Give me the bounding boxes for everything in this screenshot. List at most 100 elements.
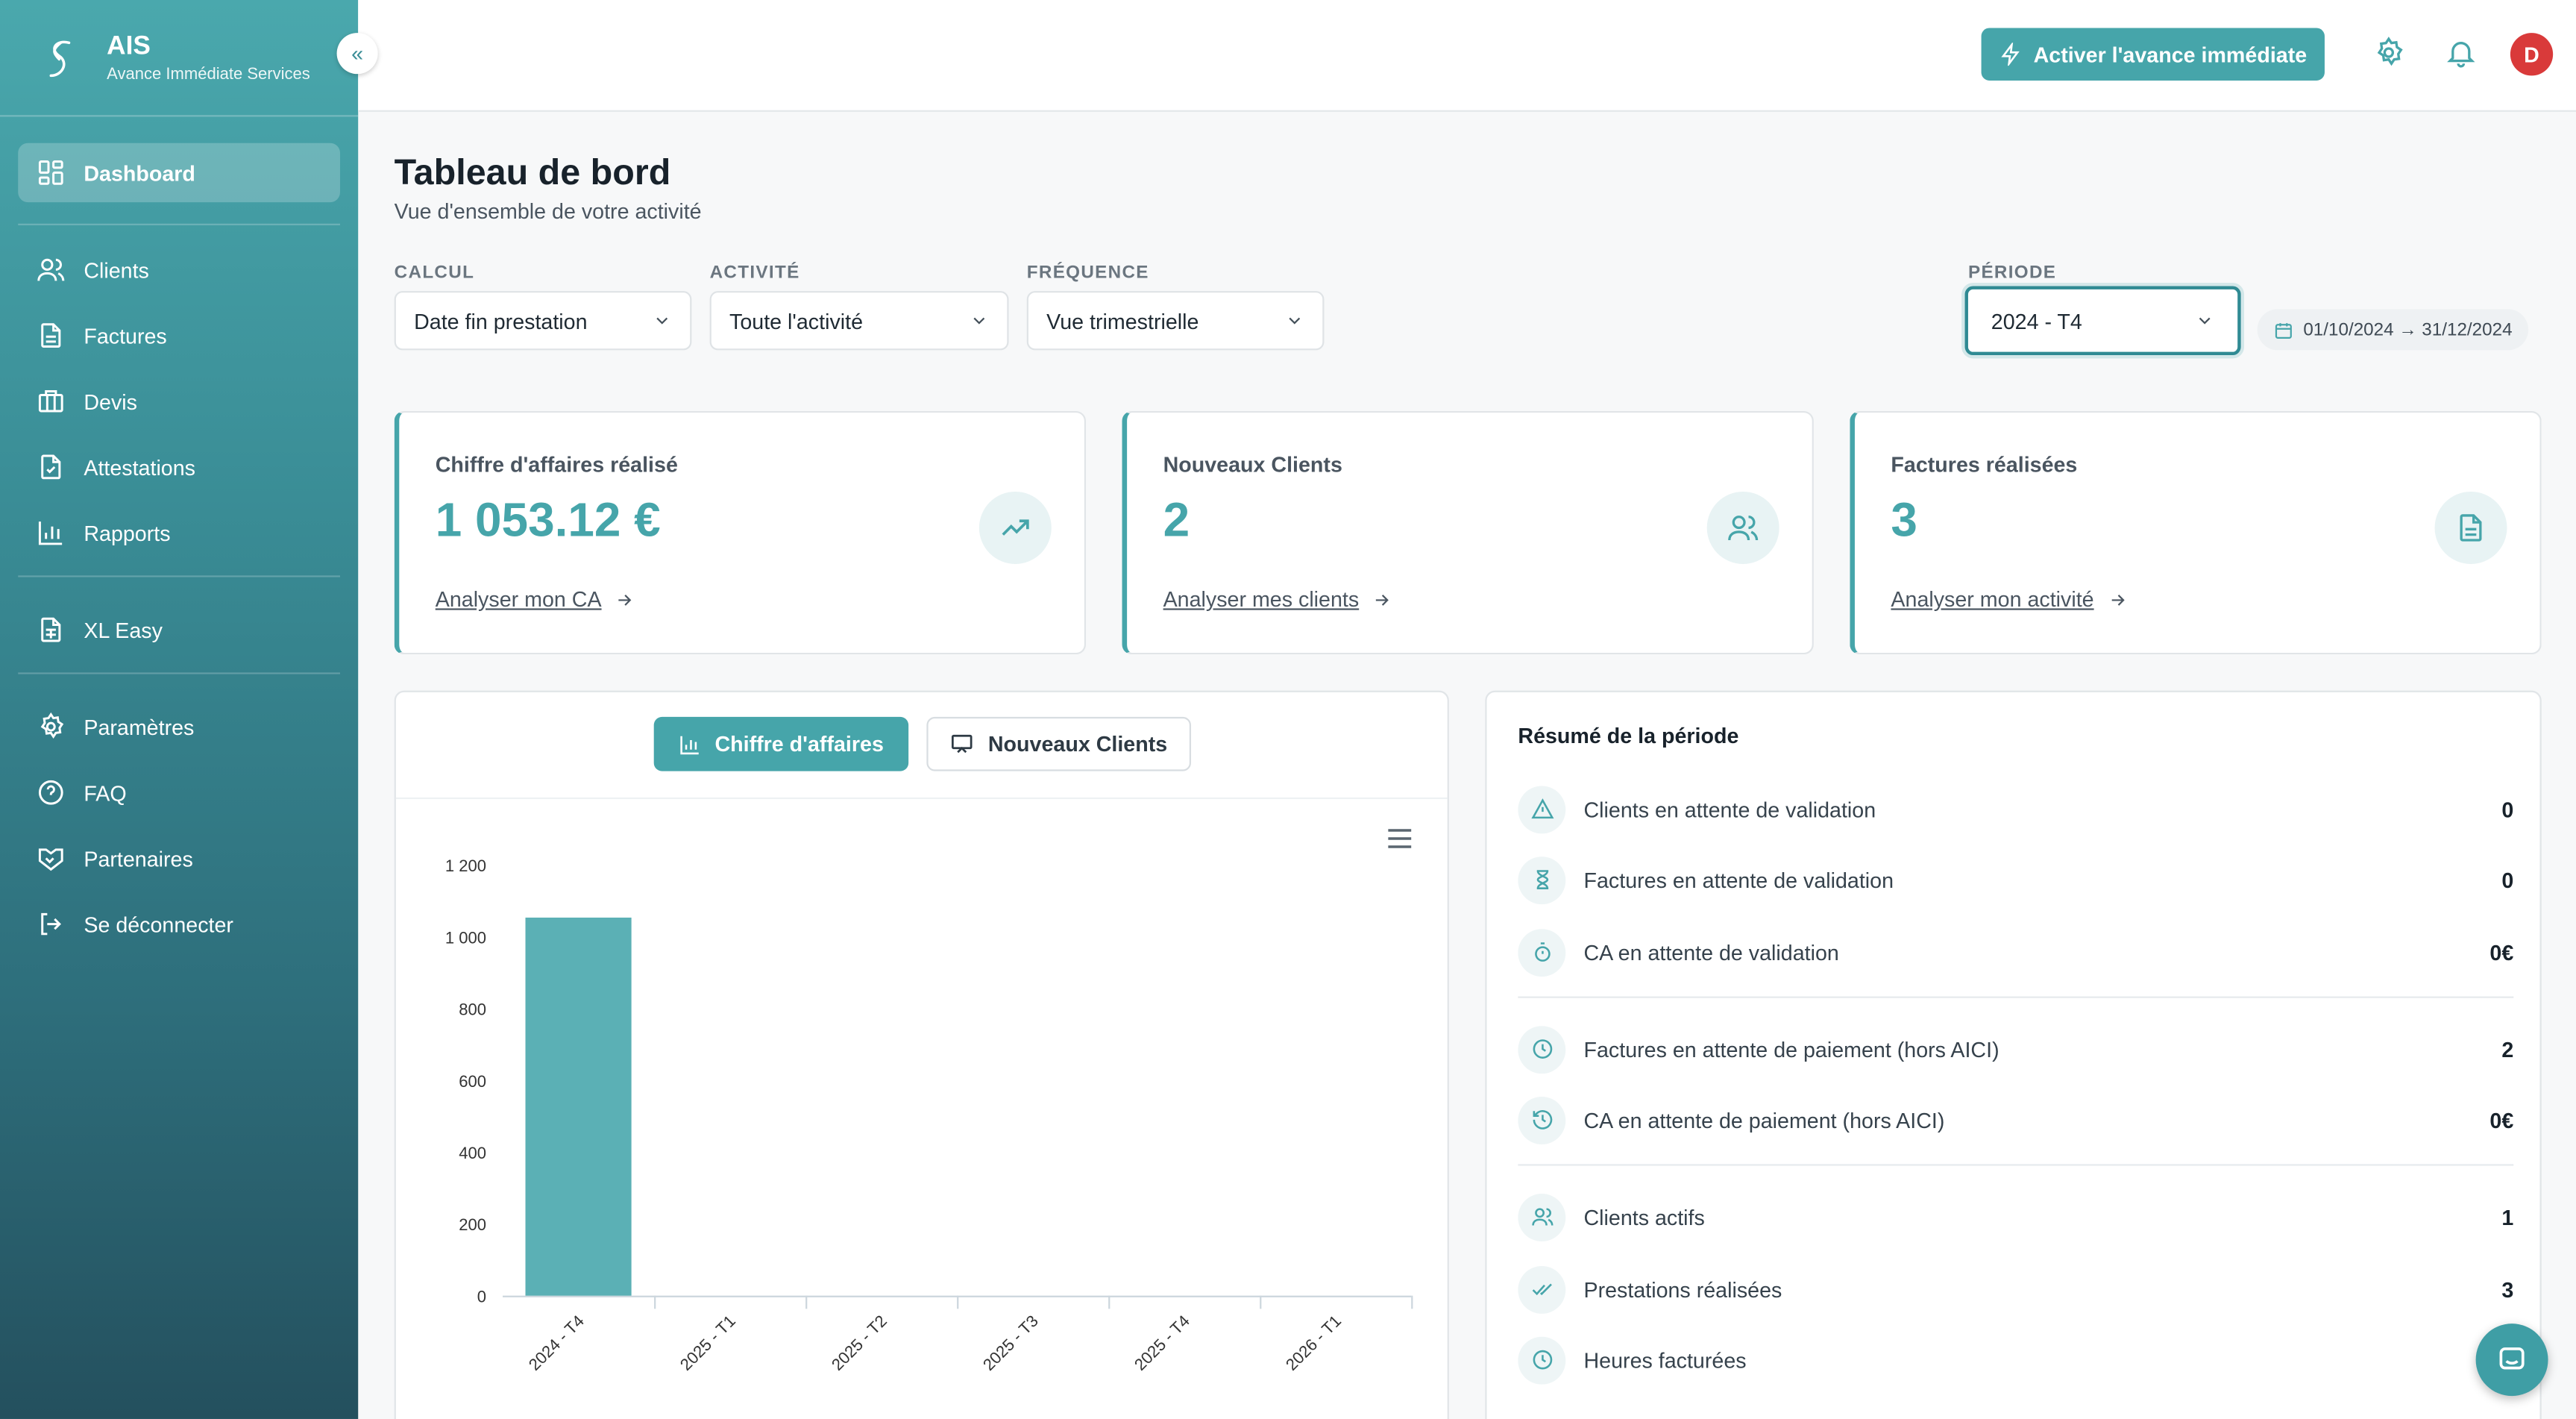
kpi-link-label: Analyser mon CA <box>435 586 602 612</box>
activite-label: ACTIVITÉ <box>709 263 800 284</box>
sidebar-item-clients[interactable]: Clients <box>18 240 340 299</box>
summary-row-label: Prestations réalisées <box>1583 1277 1782 1302</box>
kpi-value: 1 053.12 € <box>435 495 661 548</box>
sidebar-item-dashboard[interactable]: Dashboard <box>18 142 340 203</box>
dashboard-icon <box>36 158 66 188</box>
tab-new-clients[interactable]: Nouveaux Clients <box>926 716 1192 771</box>
summary-row-value: 0 <box>2501 796 2514 821</box>
sidebar-item-devis[interactable]: Devis <box>18 372 340 430</box>
briefcase-icon <box>36 386 66 416</box>
arrow-right-icon <box>2111 593 2124 605</box>
activite-select[interactable]: Toute l'activité <box>709 291 1009 351</box>
periode-select[interactable]: 2024 - T4 <box>1964 286 2241 356</box>
sidebar-item-partenaires[interactable]: Partenaires <box>18 829 340 888</box>
double-chevron-left-icon: « <box>351 41 364 66</box>
x-tick-label: 2025 - T3 <box>979 1312 1042 1374</box>
analyze-clients-link[interactable]: Analyser mes clients <box>1163 587 1392 612</box>
summary-row: Factures en attente de paiement (hors AI… <box>1518 1024 2513 1074</box>
summary-row-label: CA en attente de validation <box>1583 939 1839 965</box>
arrow-right-icon <box>1376 593 1389 605</box>
hourglass-icon <box>1518 856 1566 904</box>
summary-row: CA en attente de paiement (hors AICI) 0€ <box>1518 1095 2513 1144</box>
summary-row: Clients en attente de validation 0 <box>1518 784 2513 833</box>
sidebar-item-label: Devis <box>84 389 137 414</box>
period-summary-panel: Résumé de la période Clients en attente … <box>1485 690 2542 1419</box>
sidebar-item-attestations[interactable]: Attestations <box>18 437 340 496</box>
kpi-label: Chiffre d'affaires réalisé <box>435 452 678 477</box>
sidebar-item-logout[interactable]: Se déconnecter <box>18 895 340 953</box>
activite-value: Toute l'activité <box>729 308 864 333</box>
sidebar-item-label: Clients <box>84 257 149 282</box>
tab-revenue[interactable]: Chiffre d'affaires <box>653 716 909 771</box>
periode-label: PÉRIODE <box>1967 263 2057 284</box>
handshake-icon <box>36 844 66 874</box>
lightning-icon <box>2000 43 2020 66</box>
summary-row-value: 3 <box>2501 1277 2514 1302</box>
logout-icon <box>36 909 66 939</box>
summary-row-label: Clients en attente de validation <box>1583 796 1876 821</box>
sidebar-item-label: Attestations <box>84 454 195 480</box>
users-icon <box>1706 491 1779 564</box>
summary-row: Heures facturées <box>1518 1335 2513 1385</box>
frequence-value: Vue trimestrielle <box>1046 308 1199 333</box>
summary-row: Factures en attente de validation 0 <box>1518 855 2513 904</box>
trending-up-icon <box>978 491 1052 564</box>
x-tick-label: 2025 - T1 <box>676 1312 739 1374</box>
frequence-select[interactable]: Vue trimestrielle <box>1026 291 1325 351</box>
sidebar-item-factures[interactable]: Factures <box>18 306 340 365</box>
document-icon <box>36 321 66 351</box>
chat-support-button[interactable] <box>2475 1324 2548 1397</box>
chart-menu-icon[interactable] <box>1386 827 1413 851</box>
summary-row-value: 0 <box>2501 867 2514 892</box>
notification-bell-icon[interactable] <box>2445 36 2478 69</box>
y-tick-label: 1 000 <box>445 928 486 947</box>
sidebar-divider <box>18 575 340 577</box>
sidebar-divider <box>18 672 340 674</box>
summary-row-label: Clients actifs <box>1583 1204 1705 1230</box>
logo-icon <box>49 40 71 78</box>
kpi-card-invoices: Factures réalisées 3 Analyser mon activi… <box>1850 410 2542 655</box>
summary-row: Clients actifs 1 <box>1518 1192 2513 1241</box>
y-tick-label: 0 <box>477 1287 486 1306</box>
bar-chart-icon <box>36 518 66 548</box>
collapse-sidebar-button[interactable]: « <box>336 33 378 75</box>
chevron-down-icon <box>2195 311 2214 331</box>
document-icon <box>2434 491 2507 564</box>
help-circle-icon <box>36 777 66 807</box>
sidebar-item-xl-easy[interactable]: XL Easy <box>18 600 340 659</box>
summary-row-value: 0€ <box>2489 1107 2514 1133</box>
summary-row-value: 2 <box>2501 1036 2514 1062</box>
activate-immediate-advance-button[interactable]: Activer l'avance immédiate <box>1981 28 2325 81</box>
calcul-select[interactable]: Date fin prestation <box>394 291 692 351</box>
x-tick-label: 2026 - T1 <box>1282 1312 1345 1374</box>
summary-row-value: 0€ <box>2489 939 2514 965</box>
summary-row-value: 1 <box>2501 1204 2514 1230</box>
summary-row-label: Factures en attente de validation <box>1583 867 1894 892</box>
analyze-revenue-link[interactable]: Analyser mon CA <box>436 587 635 612</box>
file-check-icon <box>36 452 66 482</box>
double-check-icon <box>1518 1265 1566 1313</box>
calcul-label: CALCUL <box>394 263 475 284</box>
summary-divider <box>1518 1164 2514 1166</box>
brand-name: AIS <box>107 33 151 61</box>
sidebar-item-parametres[interactable]: Paramètres <box>18 697 340 756</box>
summary-row: CA en attente de validation 0€ <box>1518 927 2513 977</box>
y-tick-label: 600 <box>459 1072 486 1091</box>
avatar[interactable]: D <box>2510 33 2554 76</box>
settings-gear-icon[interactable] <box>2372 36 2405 69</box>
users-icon <box>36 255 66 285</box>
sidebar-item-label: Paramètres <box>84 714 195 739</box>
sidebar-item-rapports[interactable]: Rapports <box>18 503 340 562</box>
x-tick-label: 2024 - T4 <box>525 1312 588 1374</box>
warning-icon <box>1518 785 1566 833</box>
summary-title: Résumé de la période <box>1518 723 1739 748</box>
summary-divider <box>1518 996 2514 998</box>
sidebar-item-label: FAQ <box>84 780 127 805</box>
analyze-activity-link[interactable]: Analyser mon activité <box>1891 587 2126 612</box>
date-range-text: 01/10/2024 → 31/12/2024 <box>2303 319 2513 340</box>
y-tick-label: 800 <box>459 1000 486 1019</box>
sidebar-item-faq[interactable]: FAQ <box>18 763 340 822</box>
chevron-down-icon <box>653 311 672 331</box>
kpi-value: 2 <box>1163 495 1190 548</box>
x-tick-label: 2025 - T2 <box>828 1312 890 1374</box>
